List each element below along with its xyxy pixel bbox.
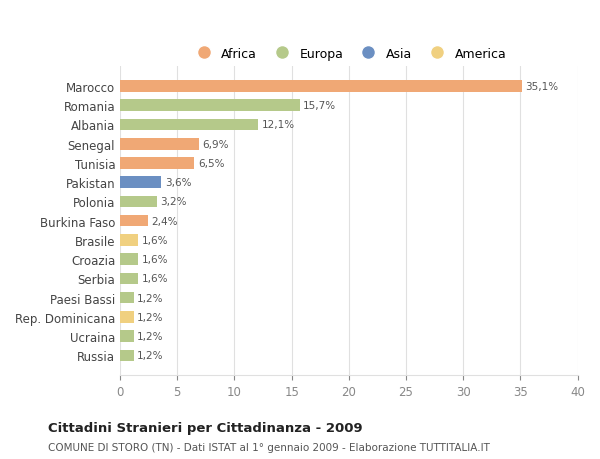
Text: 15,7%: 15,7% bbox=[303, 101, 336, 111]
Bar bbox=[120, 350, 134, 361]
Text: 1,2%: 1,2% bbox=[137, 351, 164, 361]
Bar bbox=[120, 100, 299, 112]
Text: 6,5%: 6,5% bbox=[198, 159, 224, 168]
Text: 2,4%: 2,4% bbox=[151, 216, 178, 226]
Text: 1,2%: 1,2% bbox=[137, 331, 164, 341]
Text: 1,6%: 1,6% bbox=[142, 255, 169, 265]
Bar bbox=[120, 139, 199, 150]
Bar bbox=[120, 177, 161, 189]
Text: 6,9%: 6,9% bbox=[202, 140, 229, 150]
Bar bbox=[120, 273, 139, 285]
Text: 1,2%: 1,2% bbox=[137, 312, 164, 322]
Text: 3,6%: 3,6% bbox=[165, 178, 191, 188]
Bar bbox=[120, 158, 194, 169]
Bar bbox=[120, 81, 521, 93]
Text: Cittadini Stranieri per Cittadinanza - 2009: Cittadini Stranieri per Cittadinanza - 2… bbox=[48, 421, 362, 435]
Bar bbox=[120, 119, 259, 131]
Text: 1,6%: 1,6% bbox=[142, 274, 169, 284]
Text: COMUNE DI STORO (TN) - Dati ISTAT al 1° gennaio 2009 - Elaborazione TUTTITALIA.I: COMUNE DI STORO (TN) - Dati ISTAT al 1° … bbox=[48, 442, 490, 452]
Bar bbox=[120, 292, 134, 304]
Bar bbox=[120, 196, 157, 208]
Bar bbox=[120, 254, 139, 265]
Text: 1,6%: 1,6% bbox=[142, 235, 169, 246]
Bar bbox=[120, 312, 134, 323]
Bar bbox=[120, 235, 139, 246]
Bar bbox=[120, 215, 148, 227]
Text: 3,2%: 3,2% bbox=[160, 197, 187, 207]
Text: 12,1%: 12,1% bbox=[262, 120, 295, 130]
Text: 1,2%: 1,2% bbox=[137, 293, 164, 303]
Text: 35,1%: 35,1% bbox=[525, 82, 558, 92]
Bar bbox=[120, 331, 134, 342]
Legend: Africa, Europa, Asia, America: Africa, Europa, Asia, America bbox=[186, 42, 511, 65]
